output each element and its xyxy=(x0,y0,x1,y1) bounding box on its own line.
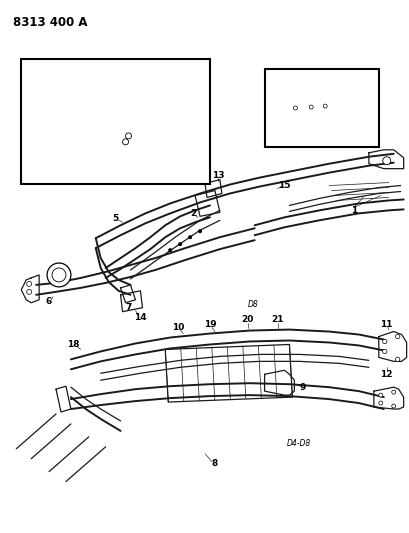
Circle shape xyxy=(382,349,386,353)
Circle shape xyxy=(395,334,399,338)
Text: 3: 3 xyxy=(127,84,133,93)
Text: 2: 2 xyxy=(189,209,196,218)
Text: 24: 24 xyxy=(341,77,353,86)
Bar xyxy=(264,69,378,147)
Text: 15: 15 xyxy=(278,181,290,190)
Text: 4: 4 xyxy=(105,130,112,139)
Text: 20: 20 xyxy=(241,315,253,324)
Circle shape xyxy=(378,401,382,405)
Text: D4-D8: D4-D8 xyxy=(287,439,311,448)
Text: 18: 18 xyxy=(67,340,79,349)
Circle shape xyxy=(122,139,128,145)
Text: 21: 21 xyxy=(271,315,283,324)
Circle shape xyxy=(378,393,382,397)
Circle shape xyxy=(293,106,297,110)
Text: 14: 14 xyxy=(134,313,146,322)
Circle shape xyxy=(198,229,202,233)
Circle shape xyxy=(47,263,71,287)
Text: 5: 5 xyxy=(112,214,119,223)
Circle shape xyxy=(168,248,172,252)
Text: 29: 29 xyxy=(161,166,173,175)
Circle shape xyxy=(391,404,395,408)
Text: 8: 8 xyxy=(211,459,218,468)
Bar xyxy=(21,59,209,183)
Text: 6: 6 xyxy=(24,176,30,185)
Text: D8: D8 xyxy=(247,300,257,309)
Circle shape xyxy=(178,242,182,246)
Text: 11: 11 xyxy=(380,320,392,329)
Text: 1: 1 xyxy=(350,206,356,215)
Circle shape xyxy=(382,340,386,344)
Text: 17: 17 xyxy=(37,143,49,152)
Circle shape xyxy=(391,390,395,394)
Text: 6: 6 xyxy=(46,297,52,306)
Circle shape xyxy=(188,235,192,239)
Circle shape xyxy=(382,157,390,165)
Text: 9: 9 xyxy=(299,383,305,392)
Text: 19: 19 xyxy=(203,320,216,329)
Text: 1: 1 xyxy=(196,161,203,170)
Text: 10: 10 xyxy=(172,323,184,332)
Text: D4: D4 xyxy=(103,175,113,181)
Circle shape xyxy=(27,289,31,294)
Text: 12: 12 xyxy=(380,370,392,379)
Text: 7: 7 xyxy=(125,303,131,312)
Circle shape xyxy=(395,357,399,361)
Circle shape xyxy=(125,133,131,139)
Text: 8313 400 A: 8313 400 A xyxy=(13,15,88,29)
Circle shape xyxy=(322,104,326,108)
Circle shape xyxy=(27,281,31,286)
Circle shape xyxy=(308,105,312,109)
Text: 16: 16 xyxy=(72,126,85,135)
Text: 13: 13 xyxy=(211,171,224,180)
Circle shape xyxy=(52,268,66,282)
